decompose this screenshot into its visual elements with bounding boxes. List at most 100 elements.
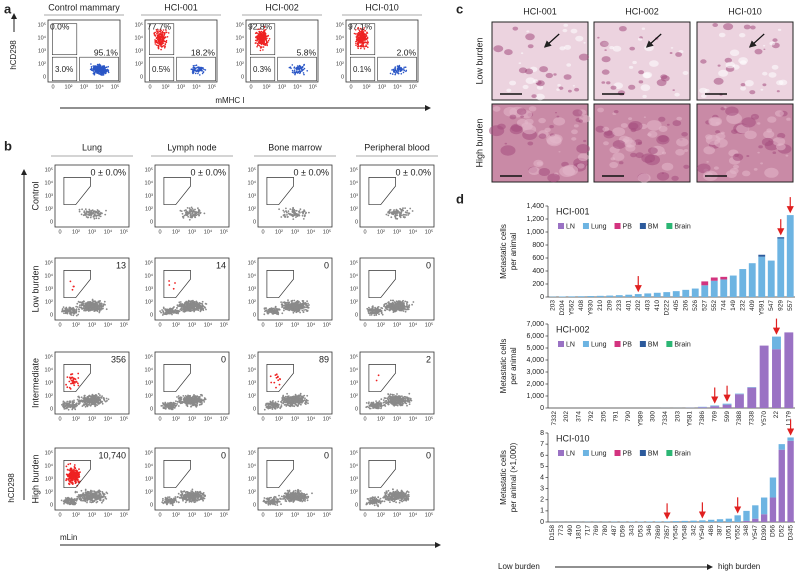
event-dot bbox=[70, 404, 72, 407]
y-tick-label: 10⁴ bbox=[145, 272, 154, 279]
y-tick-label: 10⁴ bbox=[145, 179, 154, 186]
event-dot bbox=[71, 401, 74, 403]
y-tick-label: 10² bbox=[336, 61, 344, 67]
event-dot bbox=[162, 31, 164, 34]
event-dot bbox=[284, 302, 287, 305]
panel-letter: a bbox=[4, 1, 12, 16]
event-dot bbox=[366, 40, 369, 42]
event-dot bbox=[61, 308, 64, 310]
event-dot bbox=[161, 45, 164, 48]
event-dot bbox=[364, 37, 367, 39]
y-tick-label: 10⁵ bbox=[248, 259, 256, 266]
event-dot bbox=[93, 71, 95, 74]
y-tick-label: 0 bbox=[355, 312, 358, 318]
x-tick-label: 10² bbox=[72, 416, 80, 422]
event-dot bbox=[361, 45, 363, 48]
event-dot bbox=[72, 314, 75, 317]
event-dot bbox=[281, 305, 284, 307]
event-dot bbox=[289, 405, 292, 408]
event-dot bbox=[290, 303, 293, 306]
event-dot bbox=[292, 402, 295, 405]
event-dot bbox=[367, 41, 370, 43]
panel-letter: c bbox=[456, 1, 463, 16]
column-heading: Lung bbox=[82, 142, 102, 152]
event-dot bbox=[186, 308, 188, 310]
y-tick-label: 10² bbox=[45, 206, 53, 212]
event-dot bbox=[255, 36, 257, 39]
event-dot bbox=[266, 41, 268, 44]
y-tick-label: 10² bbox=[45, 299, 53, 305]
event-dot bbox=[196, 66, 198, 69]
x-tick-label: 10² bbox=[172, 229, 180, 235]
event-dot bbox=[198, 305, 201, 308]
event-dot bbox=[256, 37, 259, 40]
event-dot bbox=[188, 210, 191, 213]
event-dot bbox=[69, 310, 72, 313]
y-tick-label: 10⁵ bbox=[38, 21, 46, 28]
event-dot bbox=[98, 66, 101, 68]
event-dot bbox=[392, 213, 394, 216]
event-dot bbox=[363, 46, 365, 48]
event-dot bbox=[70, 373, 73, 376]
event-dot bbox=[99, 64, 102, 67]
x-tick-label: 10⁴ bbox=[307, 321, 316, 328]
column-heading: HCI-001 bbox=[164, 2, 198, 12]
panel-letter: b bbox=[4, 138, 12, 153]
event-dot bbox=[157, 40, 159, 42]
event-dot bbox=[90, 63, 92, 65]
event-dot bbox=[283, 309, 285, 312]
event-dot bbox=[104, 213, 107, 216]
event-dot bbox=[406, 209, 409, 212]
event-dot bbox=[403, 68, 405, 70]
event-dot bbox=[73, 384, 76, 387]
event-dot bbox=[299, 72, 301, 75]
y-tick-label: 10³ bbox=[350, 193, 358, 199]
event-dot bbox=[282, 395, 284, 398]
event-dot bbox=[256, 42, 259, 45]
x-tick-label: 10² bbox=[162, 84, 170, 90]
event-dot bbox=[280, 303, 283, 305]
event-dot bbox=[305, 302, 308, 305]
gate bbox=[250, 23, 276, 56]
event-dot bbox=[361, 39, 363, 42]
event-dot bbox=[293, 69, 296, 71]
event-dot bbox=[394, 72, 397, 74]
event-dot bbox=[294, 403, 297, 406]
x-tick-label: 10² bbox=[363, 84, 371, 90]
event-dot bbox=[287, 299, 289, 302]
x-tick-label: 10⁴ bbox=[204, 228, 213, 235]
event-dot bbox=[197, 309, 200, 312]
event-dot bbox=[160, 44, 162, 46]
y-tick-label: 10⁵ bbox=[350, 166, 358, 173]
event-dot bbox=[105, 308, 108, 311]
y-tick-label: 10⁵ bbox=[336, 21, 344, 28]
x-tick-label: 0 bbox=[261, 322, 264, 328]
event-dot bbox=[75, 314, 78, 317]
event-dot bbox=[71, 406, 74, 409]
plot-frame bbox=[257, 164, 333, 228]
event-dot bbox=[396, 65, 399, 67]
event-dot bbox=[197, 307, 200, 310]
event-dot bbox=[303, 309, 305, 311]
event-dot bbox=[161, 41, 163, 43]
event-dot bbox=[357, 37, 360, 40]
event-dot bbox=[69, 312, 71, 315]
event-dot bbox=[403, 66, 406, 69]
event-dot bbox=[260, 46, 262, 48]
event-dot bbox=[103, 66, 106, 69]
event-dot bbox=[306, 394, 309, 397]
event-dot bbox=[269, 375, 272, 378]
event-dot bbox=[97, 392, 100, 395]
event-dot bbox=[278, 208, 280, 211]
event-dot bbox=[99, 401, 102, 404]
event-dot bbox=[82, 397, 85, 400]
event-dot bbox=[306, 70, 309, 72]
event-dot bbox=[85, 216, 88, 218]
event-dot bbox=[272, 400, 274, 402]
x-tick-label: 10² bbox=[72, 322, 80, 328]
event-dot bbox=[301, 214, 304, 217]
x-tick-label: 0 bbox=[363, 229, 366, 235]
event-dot bbox=[261, 40, 264, 42]
event-dot bbox=[396, 217, 399, 220]
event-dot bbox=[407, 214, 409, 216]
